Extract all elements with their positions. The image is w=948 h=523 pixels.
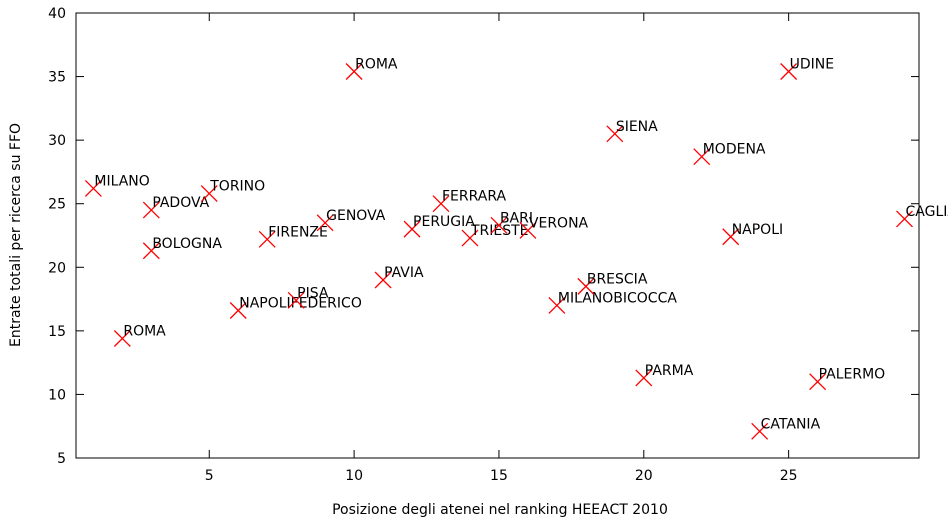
- point-label: PISA: [297, 285, 329, 301]
- point: [113, 330, 131, 347]
- point-label: PALERMO: [819, 367, 886, 383]
- x-tick-label: 5: [205, 468, 214, 484]
- point-label: SIENA: [616, 119, 658, 135]
- point-label: NAPOLI: [732, 222, 783, 238]
- point: [751, 422, 769, 440]
- point-label: BRESCIA: [587, 271, 648, 287]
- point: [229, 302, 247, 319]
- y-tick-label: 5: [57, 451, 66, 467]
- point: [722, 228, 740, 246]
- y-axis-label: Entrate totali per ricerca su FFO: [8, 123, 24, 347]
- point-label: ROMA: [355, 56, 398, 72]
- point: [142, 242, 160, 260]
- point-label: UDINE: [790, 56, 834, 72]
- point: [461, 229, 479, 247]
- point: [606, 125, 624, 143]
- point: [374, 271, 392, 289]
- point: [780, 63, 798, 80]
- point-label: TORINO: [209, 179, 265, 195]
- x-tick-label: 25: [780, 468, 798, 484]
- point-label: VERONA: [529, 215, 589, 231]
- point: [316, 214, 334, 232]
- y-tick-label: 15: [48, 324, 66, 340]
- point-label: PERUGIA: [413, 214, 475, 230]
- y-tick-label: 35: [48, 70, 66, 86]
- point-label: MILANOBICOCCA: [558, 290, 677, 306]
- point-label: TRIESTE: [470, 223, 529, 239]
- point: [693, 148, 711, 166]
- y-tick-label: 40: [48, 6, 66, 22]
- point-label: FERRARA: [442, 189, 507, 205]
- point: [519, 221, 537, 239]
- point-label: MILANO: [94, 173, 149, 189]
- y-tick-label: 10: [48, 387, 66, 403]
- point-label: NAPOLIFEDERICO: [239, 296, 362, 312]
- x-tick-label: 20: [635, 468, 653, 484]
- point: [258, 230, 276, 248]
- plot-frame: [75, 12, 920, 459]
- x-tick-label: 10: [345, 468, 363, 484]
- point-label: ROMA: [123, 323, 166, 339]
- point-label: CAGLIARI: [906, 204, 948, 220]
- point: [548, 296, 566, 314]
- point: [84, 179, 102, 197]
- point: [635, 369, 653, 387]
- point-label: FIRENZE: [268, 224, 328, 240]
- point: [200, 185, 218, 203]
- point-label: MODENA: [703, 142, 766, 158]
- point-label: CATANIA: [761, 416, 821, 432]
- point: [403, 220, 421, 238]
- point-label: GENOVA: [326, 208, 386, 224]
- point: [287, 291, 305, 309]
- point-label: PARMA: [645, 363, 694, 379]
- point-label: PADOVA: [152, 195, 209, 211]
- y-tick-label: 20: [48, 260, 66, 276]
- point: [896, 210, 913, 228]
- x-axis-label: Posizione degli atenei nel ranking HEEAC…: [332, 502, 668, 518]
- y-tick-label: 25: [48, 197, 66, 213]
- point: [142, 201, 160, 219]
- y-tick-label: 30: [48, 133, 66, 149]
- point-label: BOLOGNA: [152, 236, 222, 252]
- point-label: BARI: [500, 210, 533, 226]
- x-tick-label: 15: [490, 468, 508, 484]
- point: [345, 63, 363, 80]
- point: [490, 216, 508, 234]
- point: [809, 373, 827, 391]
- point: [577, 277, 595, 295]
- point-label: PAVIA: [384, 265, 424, 281]
- point: [432, 195, 450, 213]
